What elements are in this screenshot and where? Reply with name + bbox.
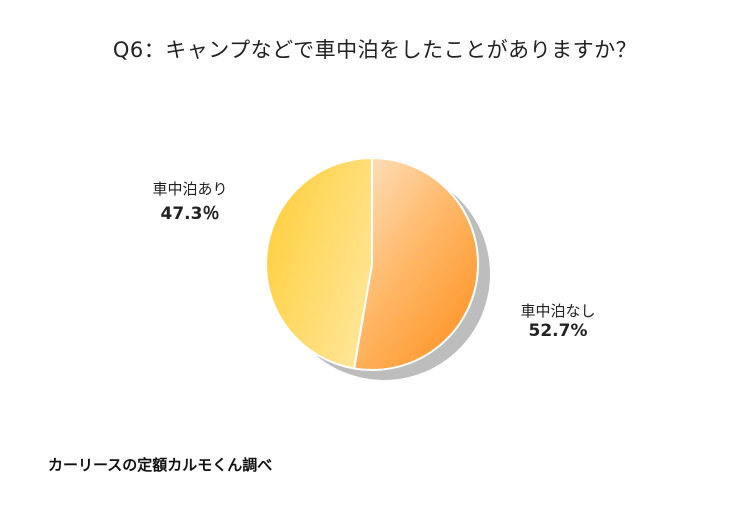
- source-credit: カーリースの定額カルモくん調べ: [48, 456, 273, 474]
- pie-slice-yes: [265, 156, 373, 370]
- slice-label-yes: 車中泊あり 47.3％: [140, 178, 240, 224]
- slice-label-no-name: 車中泊なし: [520, 302, 596, 320]
- slice-label-yes-name: 車中泊あり: [152, 180, 228, 198]
- slice-label-yes-value: 47.3％: [160, 204, 220, 224]
- slice-label-no: 車中泊なし 52.7%: [508, 300, 608, 341]
- slice-label-no-value: 52.7%: [528, 321, 588, 341]
- pie-slice-no: [352, 156, 479, 371]
- chart-title: Q6：キャンプなどで車中泊をしたことがありますか？: [112, 38, 638, 62]
